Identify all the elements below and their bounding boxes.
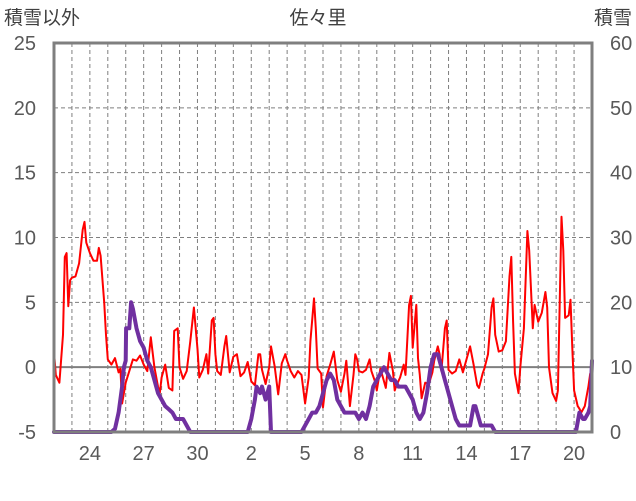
- left-tick-label: 20: [14, 98, 36, 120]
- left-tick-label: 10: [14, 228, 36, 250]
- x-tick-label: 17: [509, 443, 531, 465]
- right-tick-label: 50: [610, 98, 632, 120]
- left-axis-label: 積雪以外: [4, 7, 80, 29]
- left-tick-label: 0: [25, 357, 36, 379]
- red-series-line: [53, 215, 593, 414]
- right-tick-label: 30: [610, 228, 632, 250]
- right-tick-label: 10: [610, 357, 632, 379]
- gridlines: [54, 43, 592, 432]
- left-tick-label: 25: [14, 33, 36, 55]
- x-tick-labels: 24 27 30 2 5 8 11 14 17 20: [79, 443, 585, 465]
- x-tick-label: 27: [133, 443, 155, 465]
- left-tick-label: -5: [18, 422, 36, 444]
- series-layer: [52, 215, 594, 434]
- snow-depth-series-line: [52, 300, 594, 434]
- plot-border: [52, 41, 594, 434]
- x-tick-label: 2: [246, 443, 257, 465]
- chart-title: 佐々里: [289, 7, 346, 29]
- right-tick-label: 40: [610, 163, 632, 185]
- right-tick-label: 20: [610, 292, 632, 314]
- x-tick-label: 5: [300, 443, 311, 465]
- right-tick-label: 60: [610, 33, 632, 55]
- x-tick-label: 24: [79, 443, 101, 465]
- left-tick-label: 5: [25, 292, 36, 314]
- left-tick-labels: -5 0 5 10 15 20 25: [14, 33, 36, 444]
- x-tick-label: 11: [402, 443, 423, 465]
- right-axis-label: 積雪: [594, 7, 632, 29]
- x-tick-label: 8: [353, 443, 364, 465]
- right-tick-labels: 0 10 20 30 40 50 60: [610, 33, 632, 444]
- x-tick-label: 20: [563, 443, 585, 465]
- right-tick-label: 0: [610, 422, 621, 444]
- left-tick-label: 15: [14, 163, 36, 185]
- x-tick-label: 30: [186, 443, 208, 465]
- plot-frame: [52, 41, 594, 434]
- x-tick-label: 14: [455, 443, 477, 465]
